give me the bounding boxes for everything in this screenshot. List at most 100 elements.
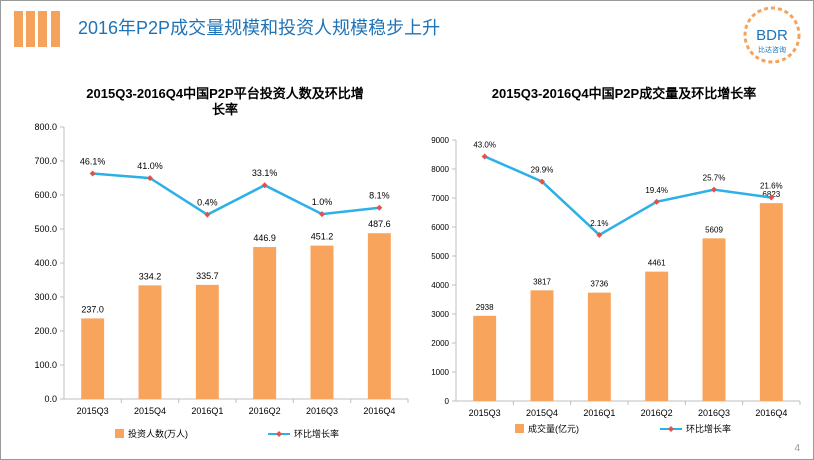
bar-2016Q4	[759, 203, 783, 401]
bdr-logo-icon: BDR 比达咨询	[743, 6, 801, 64]
bar-value-label: 3736	[590, 280, 608, 289]
bar-2015Q3	[81, 318, 105, 399]
logo-text: BDR	[756, 27, 788, 44]
growth-rate-label: 25.7%	[703, 174, 726, 183]
growth-rate-label: 1.0%	[312, 197, 333, 207]
growth-rate-label: 19.4%	[645, 186, 668, 195]
x-tick-label: 2015Q4	[134, 406, 166, 416]
chart-title: 2015Q3-2016Q4中国P2P平台投资人数及环比增	[86, 86, 363, 101]
bar-2016Q2	[253, 247, 277, 399]
x-tick-label: 2016Q1	[191, 406, 223, 416]
legend-bar-label: 成交量(亿元)	[528, 423, 579, 434]
bar-2015Q4	[530, 290, 554, 401]
y-tick-label: 300.0	[34, 292, 57, 302]
bar-value-label: 237.0	[81, 304, 104, 314]
bar-value-label: 446.9	[253, 233, 276, 243]
y-tick-label: 800.0	[34, 122, 57, 132]
bar-2016Q1	[587, 292, 611, 401]
y-tick-label: 200.0	[34, 326, 57, 336]
growth-rate-line	[92, 172, 380, 217]
growth-rate-point	[261, 182, 268, 189]
growth-rate-label: 41.0%	[137, 161, 163, 171]
y-tick-label: 600.0	[34, 190, 57, 200]
bar-value-label: 335.7	[196, 271, 219, 281]
growth-rate-point	[711, 186, 717, 193]
x-tick-label: 2016Q1	[583, 408, 615, 418]
growth-rate-point	[481, 153, 488, 160]
growth-rate-label: 43.0%	[473, 140, 496, 149]
y-tick-label: 400.0	[34, 258, 57, 268]
bar-value-label: 487.6	[368, 219, 391, 229]
y-tick-label: 9000	[431, 136, 449, 145]
y-tick-label: 5000	[431, 252, 449, 261]
chart-title-line2: 长率	[212, 102, 238, 117]
bar-2015Q4	[138, 285, 162, 399]
bar-value-label: 5609	[705, 225, 723, 234]
growth-rate-point	[89, 170, 96, 177]
bar-value-label: 2938	[476, 303, 494, 312]
growth-rate-line	[484, 155, 772, 237]
legend-line-marker	[668, 426, 674, 432]
y-tick-label: 4000	[431, 281, 449, 290]
y-tick-label: 100.0	[34, 360, 57, 370]
y-tick-label: 700.0	[34, 156, 57, 166]
legend-line-label: 环比增长率	[686, 423, 731, 434]
growth-rate-point	[319, 211, 325, 218]
growth-rate-point	[539, 178, 545, 185]
bar-2015Q3	[473, 315, 497, 401]
legend-line-label: 环比增长率	[294, 428, 339, 439]
legend-bar-swatch	[115, 429, 124, 438]
legend-line-marker	[276, 431, 282, 437]
legend-bar-label: 投资人数(万人)	[128, 428, 188, 439]
x-tick-label: 2015Q4	[526, 408, 558, 418]
y-tick-label: 8000	[431, 165, 449, 174]
growth-rate-label: 0.4%	[197, 198, 218, 208]
growth-rate-point	[204, 211, 211, 218]
x-tick-label: 2015Q3	[469, 408, 501, 418]
bar-value-label: 6823	[762, 190, 780, 199]
x-tick-label: 2015Q3	[77, 406, 109, 416]
growth-rate-point	[768, 194, 775, 201]
growth-rate-point	[653, 198, 660, 205]
y-tick-label: 6000	[431, 223, 449, 232]
growth-rate-label: 29.9%	[531, 166, 554, 175]
growth-rate-point	[376, 204, 383, 211]
bar-2016Q3	[310, 245, 334, 399]
x-tick-label: 2016Q4	[755, 408, 787, 418]
y-tick-label: 2000	[431, 339, 449, 348]
y-tick-label: 7000	[431, 194, 449, 203]
bar-value-label: 451.2	[311, 232, 334, 242]
growth-rate-label: 46.1%	[80, 157, 106, 167]
page-title: 2016年P2P成交量规模和投资人规模稳步上升	[78, 18, 441, 38]
bar-value-label: 3817	[533, 277, 551, 286]
growth-rate-point	[147, 175, 153, 182]
y-tick-label: 500.0	[34, 224, 57, 234]
x-tick-label: 2016Q2	[249, 406, 281, 416]
growth-rate-point	[596, 231, 603, 238]
growth-rate-label: 2.1%	[590, 219, 608, 228]
growth-rate-label: 21.6%	[760, 182, 783, 191]
y-tick-label: 3000	[431, 310, 449, 319]
logo-subtext: 比达咨询	[758, 45, 786, 54]
y-tick-label: 1000	[431, 368, 449, 377]
growth-rate-label: 33.1%	[252, 168, 278, 178]
bar-value-label: 334.2	[139, 271, 162, 281]
x-tick-label: 2016Q3	[306, 406, 338, 416]
chart-title: 2015Q3-2016Q4中国P2P成交量及环比增长率	[492, 86, 756, 101]
bar-2016Q3	[702, 238, 726, 401]
growth-rate-label: 8.1%	[369, 191, 390, 201]
y-tick-label: 0	[445, 397, 450, 406]
header-accent-stripes	[14, 11, 60, 47]
bar-value-label: 4461	[648, 259, 666, 268]
page-number: 4	[794, 443, 800, 454]
x-tick-label: 2016Q2	[641, 408, 673, 418]
x-tick-label: 2016Q4	[363, 406, 395, 416]
legend-bar-swatch	[515, 424, 524, 433]
bar-2016Q2	[645, 271, 669, 401]
x-tick-label: 2016Q3	[698, 408, 730, 418]
bar-2016Q4	[367, 233, 391, 399]
bar-2016Q1	[195, 284, 219, 399]
y-tick-label: 0.0	[44, 394, 57, 404]
